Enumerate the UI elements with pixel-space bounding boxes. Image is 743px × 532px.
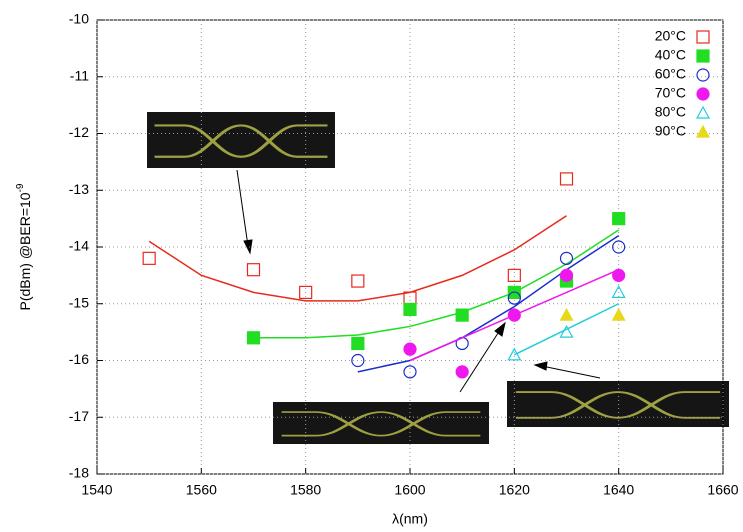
legend-label: 80°C <box>655 104 686 120</box>
marker <box>612 268 626 282</box>
marker <box>507 308 521 322</box>
y-tick-label: -16 <box>69 351 89 367</box>
marker <box>246 263 261 277</box>
marker <box>299 285 313 299</box>
marker <box>455 308 469 322</box>
marker <box>507 347 522 361</box>
fit-curve <box>357 235 620 373</box>
marker <box>559 251 574 265</box>
eye-diagram <box>507 381 729 427</box>
arrows <box>236 169 601 393</box>
legend-marker <box>695 105 711 119</box>
marker <box>246 331 261 345</box>
y-tick-label: -10 <box>69 11 89 27</box>
y-tick-label: -13 <box>69 181 89 197</box>
fit-curve <box>514 303 619 356</box>
y-tick-label: -15 <box>69 294 89 310</box>
legend-label: 20°C <box>655 28 686 44</box>
legend-marker <box>696 30 710 44</box>
x-tick-label: 1540 <box>81 482 112 498</box>
eye-diagram <box>145 110 337 170</box>
marker <box>351 353 365 368</box>
y-tick-label: -11 <box>70 67 89 83</box>
legend-label: 60°C <box>655 66 686 82</box>
y-tick-label: -12 <box>69 124 89 140</box>
legend-marker <box>695 124 711 138</box>
x-axis-label: λ(nm) <box>392 511 428 527</box>
legend-label: 40°C <box>655 47 686 63</box>
fit-curve <box>148 215 567 302</box>
marker <box>611 307 626 321</box>
marker <box>403 291 417 305</box>
x-tick-label: 1640 <box>603 482 634 498</box>
marker <box>559 307 574 321</box>
y-axis-label: P(dBm) @BER=10-9 <box>15 183 33 310</box>
legend-label: 70°C <box>655 85 686 101</box>
y-tick-label: -17 <box>69 408 89 424</box>
x-tick-label: 1580 <box>290 482 321 498</box>
y-tick-label: -14 <box>69 238 89 254</box>
y-label-main: P(dBm) @BER=10 <box>17 192 33 310</box>
marker <box>455 365 469 379</box>
x-tick-label: 1600 <box>394 482 425 498</box>
marker <box>559 268 574 282</box>
legend-marker <box>696 87 710 101</box>
legend-marker <box>696 49 710 63</box>
legend-label: 90°C <box>655 123 686 139</box>
y-tick-label: -18 <box>69 465 89 481</box>
legend-marker <box>696 68 710 82</box>
y-label-sup: -9 <box>15 183 26 192</box>
marker <box>403 342 417 356</box>
marker <box>142 251 156 265</box>
marker <box>351 274 365 288</box>
marker <box>611 285 626 298</box>
x-tick-label: 1560 <box>186 482 217 498</box>
marker <box>507 268 521 282</box>
marker <box>403 365 417 379</box>
marker <box>351 336 365 351</box>
marker <box>612 212 626 226</box>
fit-curve <box>253 229 620 339</box>
x-tick-label: 1620 <box>499 482 530 498</box>
marker <box>403 302 417 317</box>
marker <box>559 324 574 338</box>
marker <box>612 240 626 254</box>
x-tick-label: 1660 <box>707 482 738 498</box>
marker <box>559 172 574 186</box>
marker <box>507 291 521 305</box>
